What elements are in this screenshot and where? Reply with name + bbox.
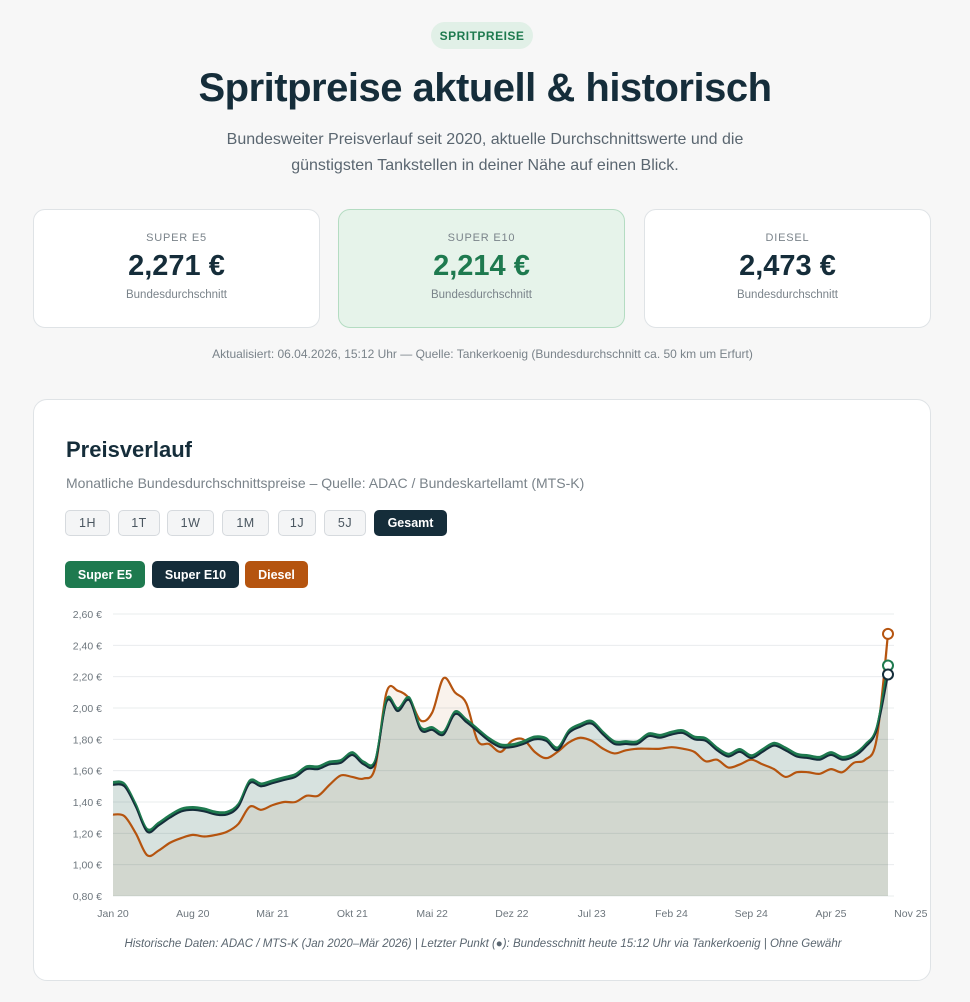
- price-card-label: SUPER E5: [146, 232, 207, 244]
- x-tick-label: Jul 23: [578, 908, 606, 920]
- series-e10-line: [112, 674, 889, 834]
- x-tick-label: Apr 25: [816, 908, 847, 920]
- chart-subtitle: Monatliche Bundesdurchschnittspreise – Q…: [66, 475, 585, 491]
- range-button-1j[interactable]: 1J: [278, 510, 316, 536]
- price-card-e5: SUPER E5 2,271 € Bundesdurchschnitt: [33, 209, 320, 328]
- page-title: Spritpreise aktuell & historisch: [198, 66, 772, 110]
- x-tick-label: Nov 25: [894, 908, 927, 920]
- series-diesel-area: [113, 633, 888, 896]
- chart-footnote: Historische Daten: ADAC / MTS-K (Jan 202…: [124, 938, 842, 950]
- range-button-1w[interactable]: 1W: [167, 510, 214, 536]
- chart-title: Preisverlauf: [66, 437, 192, 462]
- x-tick-label: Dez 22: [495, 908, 528, 920]
- price-card-value: 2,271 €: [128, 250, 225, 282]
- range-button-5j[interactable]: 5J: [324, 510, 366, 536]
- y-tick-label: 2,40 €: [73, 640, 102, 652]
- series-e5-area: [113, 665, 888, 896]
- price-chart: 0,80 € 1,00 € 1,20 € 1,40 € 1,60 € 1,80 € 2,00…: [73, 609, 928, 920]
- price-card-value: 2,214 €: [433, 250, 530, 282]
- series-diesel-last-point: [882, 627, 894, 640]
- series-toggle-e10[interactable]: Super E10: [152, 561, 239, 588]
- series-toggle-diesel[interactable]: Diesel: [245, 561, 308, 588]
- y-tick-label: 2,60 €: [73, 609, 102, 621]
- y-tick-label: 1,60 €: [73, 766, 102, 778]
- series-e10-last-point: [882, 668, 894, 681]
- price-card-sub: Bundesdurchschnitt: [430, 289, 532, 301]
- price-card-e10: SUPER E10 2,214 € Bundesdurchschnitt: [338, 209, 625, 328]
- y-tick-label: 1,00 €: [73, 860, 102, 872]
- chart-panel: Preisverlauf Monatliche Bundesdurchschni…: [33, 399, 931, 981]
- y-tick-label: 1,40 €: [73, 797, 102, 809]
- x-tick-label: Aug 20: [176, 908, 209, 920]
- range-button-gesamt[interactable]: Gesamt: [374, 510, 447, 536]
- y-tick-label: 0,80 €: [73, 891, 102, 903]
- y-tick-label: 1,20 €: [73, 828, 102, 840]
- update-info: Aktualisiert: 06.04.2026, 15:12 Uhr — Qu…: [212, 347, 753, 361]
- price-card-label: DIESEL: [765, 232, 810, 244]
- range-button-1m[interactable]: 1M: [222, 510, 269, 536]
- series-e5-line-highlight: [112, 663, 889, 831]
- series-toggle-e5[interactable]: Super E5: [65, 561, 145, 588]
- x-tick-label: Mär 21: [256, 908, 289, 920]
- series-diesel-line: [112, 633, 890, 858]
- section-badge: SPRITPREISE: [431, 22, 533, 49]
- x-tick-label: Jan 20: [97, 908, 129, 920]
- price-card-sub: Bundesdurchschnitt: [736, 289, 838, 301]
- x-tick-label: Feb 24: [655, 908, 688, 920]
- y-tick-label: 1,80 €: [73, 734, 102, 746]
- range-button-1t[interactable]: 1T: [118, 510, 160, 536]
- price-card-value: 2,473 €: [739, 250, 836, 282]
- x-tick-label: Mai 22: [416, 908, 448, 920]
- price-card-sub: Bundesdurchschnitt: [125, 289, 227, 301]
- series-e10-area: [113, 674, 888, 896]
- x-tick-label: Okt 21: [337, 908, 368, 920]
- x-tick-label: Sep 24: [735, 908, 768, 920]
- range-button-1h[interactable]: 1H: [65, 510, 110, 536]
- y-tick-label: 2,00 €: [73, 703, 102, 715]
- price-card-diesel: DIESEL 2,473 € Bundesdurchschnitt: [644, 209, 931, 328]
- price-card-label: SUPER E10: [447, 232, 516, 244]
- page-subtitle: Bundesweiter Preisverlauf seit 2020, akt…: [226, 131, 744, 174]
- y-tick-label: 2,20 €: [73, 672, 102, 684]
